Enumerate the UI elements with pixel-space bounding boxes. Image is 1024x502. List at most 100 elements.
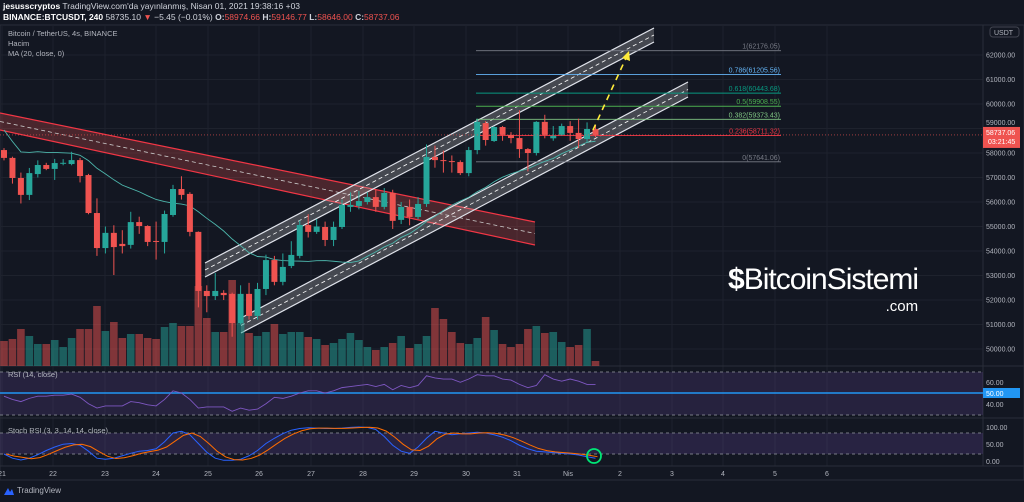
volume-bar xyxy=(152,339,160,366)
date-tick: Nis xyxy=(563,471,574,478)
series-title[interactable]: Bitcoin / TetherUS, 4s, BINANCE xyxy=(8,29,118,38)
watermark-name: BitcoinSistemi xyxy=(743,263,919,296)
candle-body xyxy=(389,192,396,221)
candle xyxy=(186,192,193,237)
candle xyxy=(102,226,109,254)
projection-arrow[interactable] xyxy=(592,51,630,131)
candle-body xyxy=(262,260,269,289)
current-price-badge: 58737.06 03:21:45 xyxy=(983,126,1020,148)
stoch-d-line xyxy=(5,426,598,461)
current-price-label: 58737.06 xyxy=(986,130,1015,137)
candle xyxy=(262,254,269,296)
stoch-legend[interactable]: Stoch RSI (3, 3, 14, 14, close) xyxy=(8,426,109,435)
candle xyxy=(212,273,219,301)
date-tick: 22 xyxy=(49,471,57,478)
price-tick: 56000.00 xyxy=(986,200,1015,207)
down-arrow-icon: ▼ xyxy=(143,12,152,22)
ascending-channel-upper[interactable] xyxy=(204,27,655,278)
candle-body xyxy=(423,156,430,204)
volume-bar xyxy=(473,338,481,366)
candle xyxy=(465,146,472,177)
candle-body xyxy=(508,134,514,139)
candle-body xyxy=(254,288,261,316)
date-tick: 24 xyxy=(152,471,160,478)
fib-level-label: 0.236(58711.32) xyxy=(729,129,780,136)
candle-body xyxy=(170,189,176,215)
price-change: −5.45 (−0.01%) xyxy=(154,12,213,22)
candle-body xyxy=(398,206,405,220)
volume-bar xyxy=(50,340,59,366)
close-value: 58737.06 xyxy=(364,12,400,22)
volume-bar xyxy=(295,332,304,366)
candle-body xyxy=(136,222,143,227)
tradingview-logo[interactable]: TradingView xyxy=(4,486,61,495)
low-value: 58646.00 xyxy=(317,12,353,22)
rsi-mid-badge xyxy=(983,388,1020,398)
candle xyxy=(592,124,599,138)
volume-bar xyxy=(372,350,380,366)
currency-badge[interactable]: USDT xyxy=(989,26,1020,38)
price-tick: 57000.00 xyxy=(986,175,1015,182)
ma-line xyxy=(3,129,596,263)
rsi-axis[interactable]: 60.00 50.00 40.00 xyxy=(983,380,1020,409)
candle-body xyxy=(347,204,354,207)
candle xyxy=(575,118,582,149)
candle xyxy=(220,290,227,301)
stoch-k-line xyxy=(3,426,596,461)
candle xyxy=(153,221,160,260)
candle xyxy=(51,158,58,180)
chart-header: jesusscryptos TradingView.com'da yayınla… xyxy=(3,1,400,23)
stoch-tick: 50.00 xyxy=(986,442,1004,449)
volume-bar xyxy=(388,343,397,366)
candle xyxy=(339,199,345,229)
volume-bar xyxy=(287,332,296,366)
candle-body xyxy=(85,175,92,214)
candle xyxy=(229,292,236,337)
candle-body xyxy=(102,232,109,249)
author[interactable]: jesusscryptos xyxy=(3,1,61,11)
grid xyxy=(0,25,983,466)
candle-body xyxy=(195,231,202,291)
candle-body xyxy=(482,123,489,141)
symbol: BINANCE:BTCUSDT, 240 xyxy=(3,12,104,22)
candle xyxy=(355,190,362,210)
candle-body xyxy=(381,192,388,207)
candle-body xyxy=(448,161,455,163)
candle xyxy=(567,121,574,141)
bar-countdown: 03:21:45 xyxy=(988,139,1015,146)
rsi-legend[interactable]: RSI (14, close) xyxy=(8,370,58,379)
candle-body xyxy=(9,157,16,178)
low-label: L: xyxy=(309,12,318,22)
price-tick: 52000.00 xyxy=(986,298,1015,305)
candle-body xyxy=(288,254,295,266)
fib-retracement[interactable]: 1(62176.05) 0.786(61205.56) 0.618(60443.68… xyxy=(476,44,781,163)
candle xyxy=(34,160,41,178)
volume-bar xyxy=(25,336,34,366)
price-tick: 54000.00 xyxy=(986,249,1015,256)
volume-bar xyxy=(363,347,372,366)
candle-body xyxy=(34,165,41,175)
volume-bar xyxy=(574,345,583,366)
date-tick: 5 xyxy=(773,471,777,478)
stoch-axis[interactable]: 100.00 50.00 0.00 xyxy=(986,425,1008,466)
volume-bar xyxy=(490,330,498,366)
time-axis[interactable]: 21 22 23 24 25 26 27 28 29 30 31 Nis 2 3 4 5 6 xyxy=(0,471,829,478)
candle-body xyxy=(364,197,371,203)
candle xyxy=(68,151,75,166)
candle-body xyxy=(339,204,345,227)
stoch-tick: 100.00 xyxy=(986,425,1008,432)
price-axis[interactable]: 62000.00 61000.00 60000.00 59000.00 58000.00… xyxy=(986,53,1015,354)
volume-legend[interactable]: Hacim xyxy=(8,39,30,48)
high-label: H: xyxy=(262,12,272,22)
ma-legend[interactable]: MA (20, close, 0) xyxy=(8,49,65,58)
volume-bar xyxy=(34,344,42,366)
candle xyxy=(305,214,312,238)
candle-body xyxy=(212,290,219,297)
candle xyxy=(119,230,126,254)
candle xyxy=(127,211,134,249)
candle xyxy=(279,253,286,286)
ascending-channel-lower[interactable] xyxy=(240,81,689,334)
candle-body xyxy=(330,226,337,240)
fib-level-label: 0.5(59908.55) xyxy=(736,99,780,106)
